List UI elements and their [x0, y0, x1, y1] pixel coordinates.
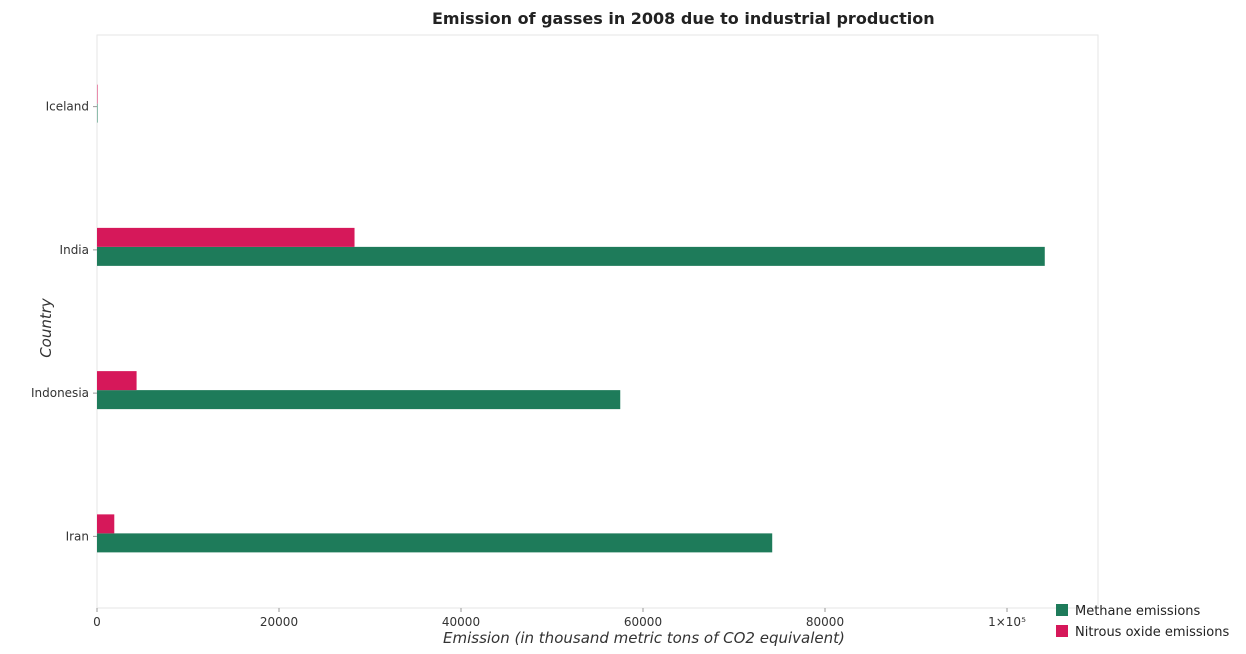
bar-methane-iceland	[97, 103, 98, 123]
bar-methane-iran	[97, 533, 773, 553]
legend-swatch-nitrous	[1056, 625, 1068, 637]
x-tick-label: 60000	[624, 615, 662, 629]
legend: Methane emissions Nitrous oxide emission…	[1056, 604, 1229, 640]
x-tick-label: 0	[93, 615, 101, 629]
bars-group	[97, 84, 1045, 553]
bar-nitrous-indonesia	[97, 371, 137, 391]
bar-nitrous-iceland	[97, 84, 98, 104]
x-axis-ticks: 0 20000 40000 60000 80000 1×10⁵	[93, 608, 1026, 629]
legend-swatch-methane	[1056, 604, 1068, 616]
legend-label-nitrous: Nitrous oxide emissions	[1075, 625, 1229, 640]
y-tick-label: Iran	[66, 529, 89, 543]
bar-nitrous-iran	[97, 514, 115, 534]
x-tick-label: 80000	[806, 615, 844, 629]
legend-label-methane: Methane emissions	[1075, 604, 1201, 619]
y-axis-ticks: Iceland India Indonesia Iran	[31, 100, 97, 543]
y-axis-title: Country	[37, 297, 55, 358]
x-tick-label: 40000	[442, 615, 480, 629]
bar-methane-indonesia	[97, 390, 621, 410]
y-tick-label: Iceland	[46, 100, 89, 114]
chart-title: Emission of gasses in 2008 due to indust…	[432, 9, 935, 28]
y-tick-label: India	[60, 243, 89, 257]
plot-area	[96, 34, 1099, 609]
bar-nitrous-india	[97, 227, 355, 247]
y-tick-label: Indonesia	[31, 386, 89, 400]
x-tick-label: 20000	[260, 615, 298, 629]
x-tick-label: 1×10⁵	[988, 615, 1026, 629]
bar-methane-india	[97, 246, 1045, 266]
x-axis-title: Emission (in thousand metric tons of CO2…	[443, 629, 845, 647]
